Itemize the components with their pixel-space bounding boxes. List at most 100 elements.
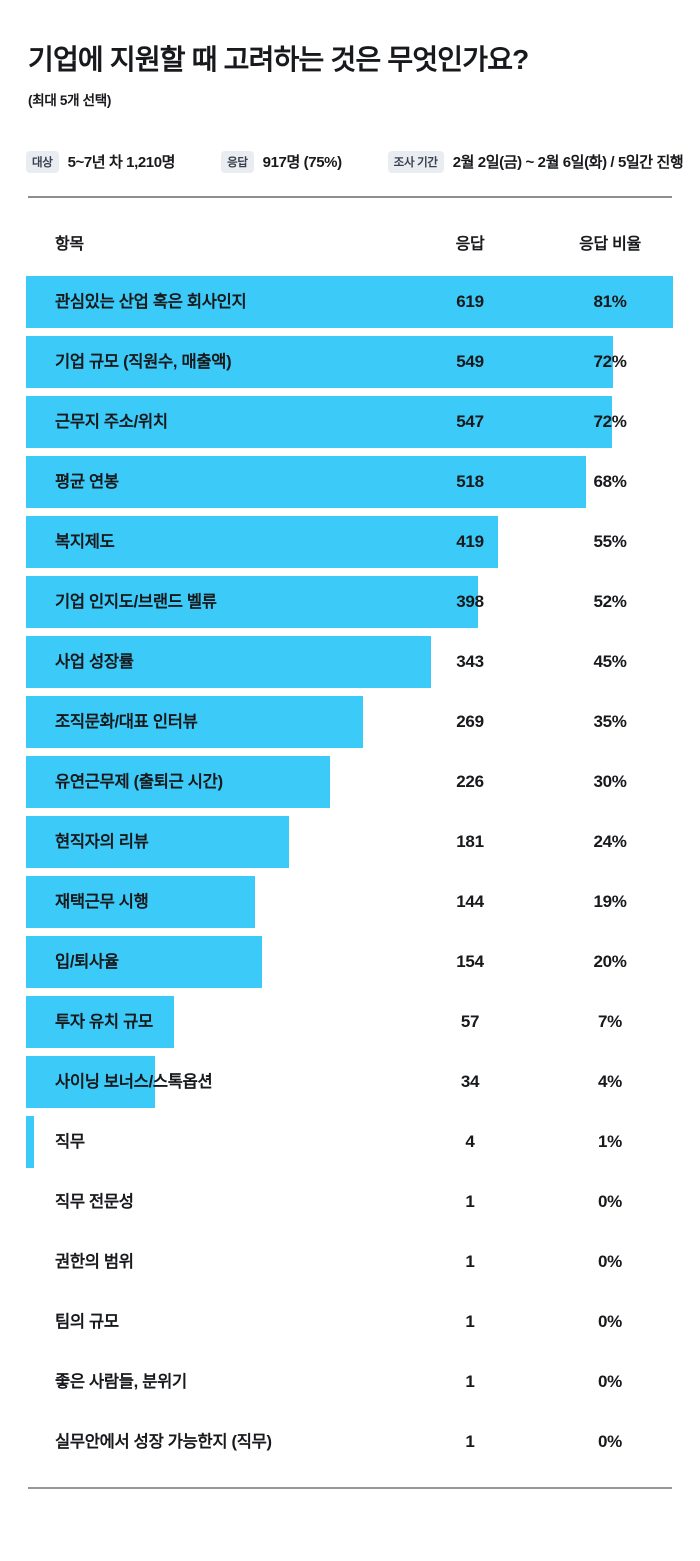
row-label: 유연근무제 (출퇴근 시간) — [55, 772, 223, 791]
response-bar — [26, 455, 586, 508]
row-label: 현직자의 리뷰 — [55, 832, 149, 851]
row-label: 좋은 사람들, 분위기 — [55, 1372, 187, 1391]
row-response-count: 1 — [465, 1431, 475, 1451]
row-label: 복지제도 — [55, 532, 115, 551]
response-bar — [26, 695, 363, 748]
response-bar — [26, 995, 174, 1048]
row-response-count: 269 — [456, 711, 484, 731]
table-row: 사업 성장률 343 45% — [26, 632, 672, 692]
row-response-ratio: 68% — [593, 471, 627, 491]
row-response-count: 343 — [456, 651, 484, 671]
table-row: 관심있는 산업 혹은 회사인지 619 81% — [26, 272, 673, 332]
meta-group: 대상 5~7년 차 1,210명 — [26, 150, 176, 173]
survey-table: 항목 응답 응답 비율 관심있는 산업 혹은 회사인지 619 81% 기업 규모 (… — [26, 198, 673, 1472]
table-row: 근무지 주소/위치 547 72% — [26, 392, 672, 452]
row-response-count: 1 — [465, 1251, 475, 1271]
table-row: 좋은 사람들, 분위기 1 0% — [26, 1352, 672, 1412]
row-response-count: 398 — [456, 591, 484, 611]
response-bar — [26, 575, 478, 628]
row-response-count: 181 — [456, 831, 484, 851]
table-row: 재택근무 시행 144 19% — [26, 872, 672, 932]
survey-meta: 대상 5~7년 차 1,210명 응답 917명 (75%) 조사 기간 2월 2일(금)… — [26, 150, 684, 173]
meta-group: 조사 기간 2월 2일(금) ~ 2월 6일(화) / 5일간 진행 — [387, 150, 684, 173]
column-header-responses: 응답 — [455, 235, 485, 253]
row-label: 평균 연봉 — [55, 472, 119, 491]
row-response-count: 619 — [456, 291, 484, 311]
response-bar — [26, 395, 612, 448]
row-label: 사업 성장률 — [55, 652, 134, 671]
row-response-count: 57 — [460, 1011, 480, 1031]
row-response-ratio: 52% — [593, 591, 627, 611]
row-response-ratio: 35% — [593, 711, 627, 731]
row-response-count: 419 — [456, 531, 484, 551]
table-row: 조직문화/대표 인터뷰 269 35% — [26, 692, 672, 752]
meta-value: 2월 2일(금) ~ 2월 6일(화) / 5일간 진행 — [452, 154, 684, 172]
response-bar — [26, 935, 262, 988]
row-label: 직무 — [55, 1132, 85, 1151]
response-bar — [26, 275, 673, 328]
row-label: 사이닝 보너스/스톡옵션 — [55, 1072, 213, 1091]
page-title: 기업에 지원할 때 고려하는 것은 무엇인가요? — [28, 44, 529, 75]
row-response-count: 1 — [465, 1371, 475, 1391]
response-bar — [26, 515, 498, 568]
row-label: 조직문화/대표 인터뷰 — [55, 712, 198, 731]
response-bar — [26, 1055, 155, 1108]
row-label: 관심있는 산업 혹은 회사인지 — [55, 292, 247, 311]
table-header-row: 항목 응답 응답 비율 — [26, 198, 672, 272]
meta-badge: 조사 기간 — [387, 150, 444, 173]
table-row: 실무안에서 성장 가능한지 (직무) 1 0% — [26, 1412, 672, 1472]
table-row: 기업 규모 (직원수, 매출액) 549 72% — [26, 332, 672, 392]
row-response-ratio: 72% — [593, 351, 627, 371]
row-response-ratio: 24% — [593, 831, 627, 851]
row-response-count: 1 — [465, 1191, 475, 1211]
row-response-ratio: 0% — [598, 1431, 622, 1451]
row-response-ratio: 45% — [593, 651, 627, 671]
row-response-ratio: 30% — [593, 771, 627, 791]
row-response-ratio: 20% — [593, 951, 627, 971]
row-response-count: 34 — [460, 1071, 480, 1091]
meta-group: 응답 917명 (75%) — [221, 150, 342, 173]
table-row: 평균 연봉 518 68% — [26, 452, 672, 512]
row-response-ratio: 7% — [598, 1011, 622, 1031]
table-row: 입/퇴사율 154 20% — [26, 932, 672, 992]
row-response-count: 226 — [456, 771, 484, 791]
row-response-ratio: 81% — [593, 291, 627, 311]
table-row: 직무 4 1% — [26, 1112, 672, 1172]
meta-value: 5~7년 차 1,210명 — [67, 154, 176, 172]
table-row: 유연근무제 (출퇴근 시간) 226 30% — [26, 752, 672, 812]
table-body: 관심있는 산업 혹은 회사인지 619 81% 기업 규모 (직원수, 매출액) 549… — [26, 272, 673, 1472]
table-row: 복지제도 419 55% — [26, 512, 672, 572]
row-label: 투자 유치 규모 — [55, 1012, 153, 1031]
row-response-ratio: 4% — [598, 1071, 622, 1091]
row-label: 기업 인지도/브랜드 벨류 — [55, 592, 217, 611]
row-response-count: 4 — [465, 1131, 475, 1151]
row-response-ratio: 0% — [598, 1371, 622, 1391]
meta-badge: 응답 — [221, 150, 254, 173]
row-label: 입/퇴사율 — [55, 952, 119, 971]
row-response-ratio: 72% — [593, 411, 627, 431]
survey-report: 기업에 지원할 때 고려하는 것은 무엇인가요? (최대 5개 선택) 대상 5~… — [0, 43, 700, 1489]
row-response-ratio: 19% — [593, 891, 627, 911]
row-label: 직무 전문성 — [55, 1192, 134, 1211]
response-bar — [26, 635, 431, 688]
response-bar — [26, 815, 289, 868]
row-response-count: 154 — [456, 951, 484, 971]
top-divider — [28, 195, 672, 198]
row-response-count: 547 — [456, 411, 484, 431]
response-bar — [26, 755, 330, 808]
response-bar — [26, 1115, 34, 1168]
table-row: 투자 유치 규모 57 7% — [26, 992, 672, 1052]
table-row: 사이닝 보너스/스톡옵션 34 4% — [26, 1052, 672, 1112]
table-row: 기업 인지도/브랜드 벨류 398 52% — [26, 572, 672, 632]
meta-badge: 대상 — [26, 150, 59, 173]
table-row: 팀의 규모 1 0% — [26, 1292, 672, 1352]
meta-value: 917명 (75%) — [262, 154, 342, 172]
column-header-ratio: 응답 비율 — [579, 235, 641, 253]
table-row: 권한의 범위 1 0% — [26, 1232, 672, 1292]
row-label: 실무안에서 성장 가능한지 (직무) — [55, 1432, 272, 1451]
row-response-ratio: 55% — [593, 531, 627, 551]
row-response-count: 1 — [465, 1311, 475, 1331]
row-label: 팀의 규모 — [55, 1312, 119, 1331]
row-label: 근무지 주소/위치 — [55, 412, 168, 431]
row-response-ratio: 0% — [598, 1251, 622, 1271]
